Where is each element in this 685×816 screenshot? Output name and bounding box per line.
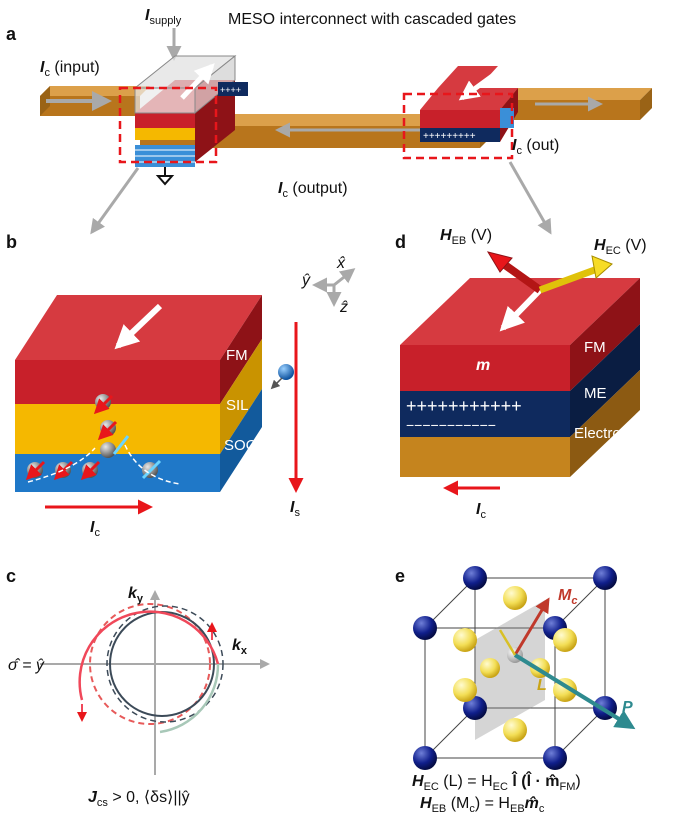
panel-e-letter: e: [395, 566, 405, 586]
soc-side: [220, 389, 262, 492]
left-highlight-box: [118, 86, 218, 164]
ky-label: ky: [128, 585, 144, 605]
left-gate: ++++: [133, 54, 248, 167]
layer-me-label: ME: [584, 385, 607, 402]
fm-side-d: [570, 278, 640, 391]
soc-layer: [15, 454, 220, 492]
kx-label: kx: [232, 637, 248, 657]
zoom-arrow-d: [508, 161, 552, 235]
layer-soc-label: SOC: [224, 437, 257, 454]
fm-magnetization-arrow: [114, 303, 163, 350]
ic-label-b: Ic: [90, 519, 100, 539]
me-plus-row: +++++++++++: [406, 396, 522, 416]
fm-layer-d: [400, 345, 570, 391]
p-label: P: [622, 699, 633, 716]
panel-b: b FM SIL SOC: [6, 232, 356, 539]
is-label: Is: [290, 499, 300, 519]
i-supply-label: Isupply: [145, 7, 182, 27]
axis-y-label: ŷ: [301, 272, 311, 289]
sigma-label: σ̂ = ŷ: [8, 657, 45, 674]
ic-input-label: Ic (input): [40, 59, 100, 79]
p-arrow: [513, 653, 636, 730]
spin-particle-arrow: [270, 377, 283, 390]
zoom-arrow-b: [90, 167, 140, 235]
fermi-circle-red: [78, 610, 220, 701]
ground-icon: [155, 167, 175, 186]
equation-hec: HEC (L) = HEC l̂ (l̂ · m̂FM): [412, 770, 581, 793]
svg-text:++++: ++++: [220, 85, 241, 95]
fermi-circle-dark-dashed: [106, 605, 224, 723]
heb-arrow: [486, 251, 543, 294]
axis-z-label: ẑ: [339, 299, 348, 316]
sil-layer: [15, 404, 220, 454]
axis-triad: x̂ ŷ ẑ: [301, 255, 356, 316]
panel-a-letter: a: [6, 24, 17, 44]
mc-label: Mc: [558, 587, 577, 607]
panel-d-letter: d: [395, 232, 406, 252]
me-minus-row: −−−−−−−−−−−: [406, 417, 496, 433]
axis-x-label: x̂: [336, 255, 346, 272]
fm-side: [220, 295, 262, 404]
hec-arrow: [538, 255, 613, 294]
mc-arrow: [513, 597, 550, 656]
right-highlight-box: [402, 92, 514, 160]
ic-output-label: Ic (output): [278, 180, 348, 200]
sil-spins: [93, 394, 130, 458]
panel-c-caption: Jcs > 0, ⟨δs⟩||ŷ: [88, 789, 190, 809]
panel-a: a MESO interconnect with cascaded gates …: [6, 7, 652, 235]
panel-e: e: [395, 566, 636, 815]
figure-title: MESO interconnect with cascaded gates: [228, 11, 516, 28]
sil-side: [220, 339, 262, 454]
electrode-layer: [400, 437, 570, 477]
fermi-circle-green: [159, 663, 220, 734]
heb-label: HEB (V): [440, 227, 492, 247]
ic-out-label: Ic (out): [512, 137, 559, 157]
layer-electrode-label: Electrode: [574, 425, 637, 442]
panel-c: c ky kx σ̂ = ŷ Jcs > 0, ⟨δs⟩||ŷ: [6, 566, 270, 809]
me-side: [570, 324, 640, 437]
l-label: L: [537, 677, 547, 694]
svg-text:+++++++++: +++++++++: [423, 131, 476, 142]
hec-label: HEC (V): [594, 237, 647, 257]
m-arrow: [499, 287, 543, 332]
fermi-circle-red-dashed: [89, 603, 211, 725]
fm-layer: [15, 360, 220, 404]
panel-d: d FM ME Electrode +++++++++++ −−−−−−−−−−…: [395, 227, 647, 521]
l-arrow: [498, 629, 517, 656]
m-label: m: [476, 357, 490, 374]
me-layer: [400, 391, 570, 437]
panel-b-letter: b: [6, 232, 17, 252]
layer-sil-label: SIL: [226, 397, 249, 414]
panel-c-letter: c: [6, 566, 16, 586]
ic-label-d: Ic: [476, 501, 486, 521]
layer-fm-label-d: FM: [584, 339, 606, 356]
electrode-side: [570, 370, 640, 477]
equation-heb: HEB (Mc) = HEBm̂c: [420, 795, 545, 815]
spin-particle: [278, 364, 294, 380]
right-gate: +++++++++: [420, 66, 518, 142]
face-atoms: [453, 586, 577, 742]
soc-spins: [25, 444, 181, 485]
layer-fm-label: FM: [226, 347, 248, 364]
